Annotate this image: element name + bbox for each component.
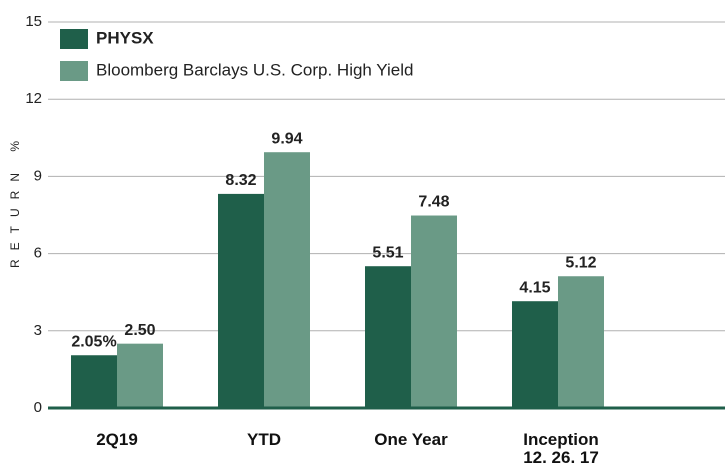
value-label: 7.48 — [418, 194, 449, 211]
y-axis-label: RETURN % — [8, 132, 22, 268]
bar — [558, 276, 604, 408]
legend-label: Bloomberg Barclays U.S. Corp. High Yield — [96, 60, 413, 79]
bar — [264, 152, 310, 408]
legend-swatch — [60, 61, 88, 81]
x-tick-label: One Year — [374, 430, 448, 449]
value-label: 2.50 — [124, 322, 155, 339]
y-tick-label: 15 — [25, 13, 42, 30]
bar — [512, 301, 558, 408]
bar — [365, 266, 411, 408]
value-label: 2.05% — [71, 333, 116, 350]
y-tick-label: 12 — [25, 90, 42, 107]
value-label: 5.51 — [372, 244, 403, 261]
x-tick-label: 2Q19 — [96, 430, 138, 449]
legend-swatch — [60, 29, 88, 49]
value-label: 9.94 — [271, 130, 302, 147]
bar — [218, 193, 264, 408]
x-tick-label: YTD — [247, 430, 281, 449]
y-tick-label: 6 — [34, 245, 42, 262]
y-tick-label: 9 — [34, 167, 42, 184]
y-tick-label: 0 — [34, 399, 42, 416]
value-label: 4.15 — [519, 279, 550, 296]
bar — [71, 355, 117, 408]
y-tick-label: 3 — [34, 322, 42, 339]
x-tick-label: Inception 12. 26. 17 — [523, 430, 599, 467]
bar — [411, 215, 457, 408]
legend-label: PHYSX — [96, 28, 154, 47]
bar — [117, 343, 163, 408]
value-label: 8.32 — [225, 172, 256, 189]
value-label: 5.12 — [565, 254, 596, 271]
